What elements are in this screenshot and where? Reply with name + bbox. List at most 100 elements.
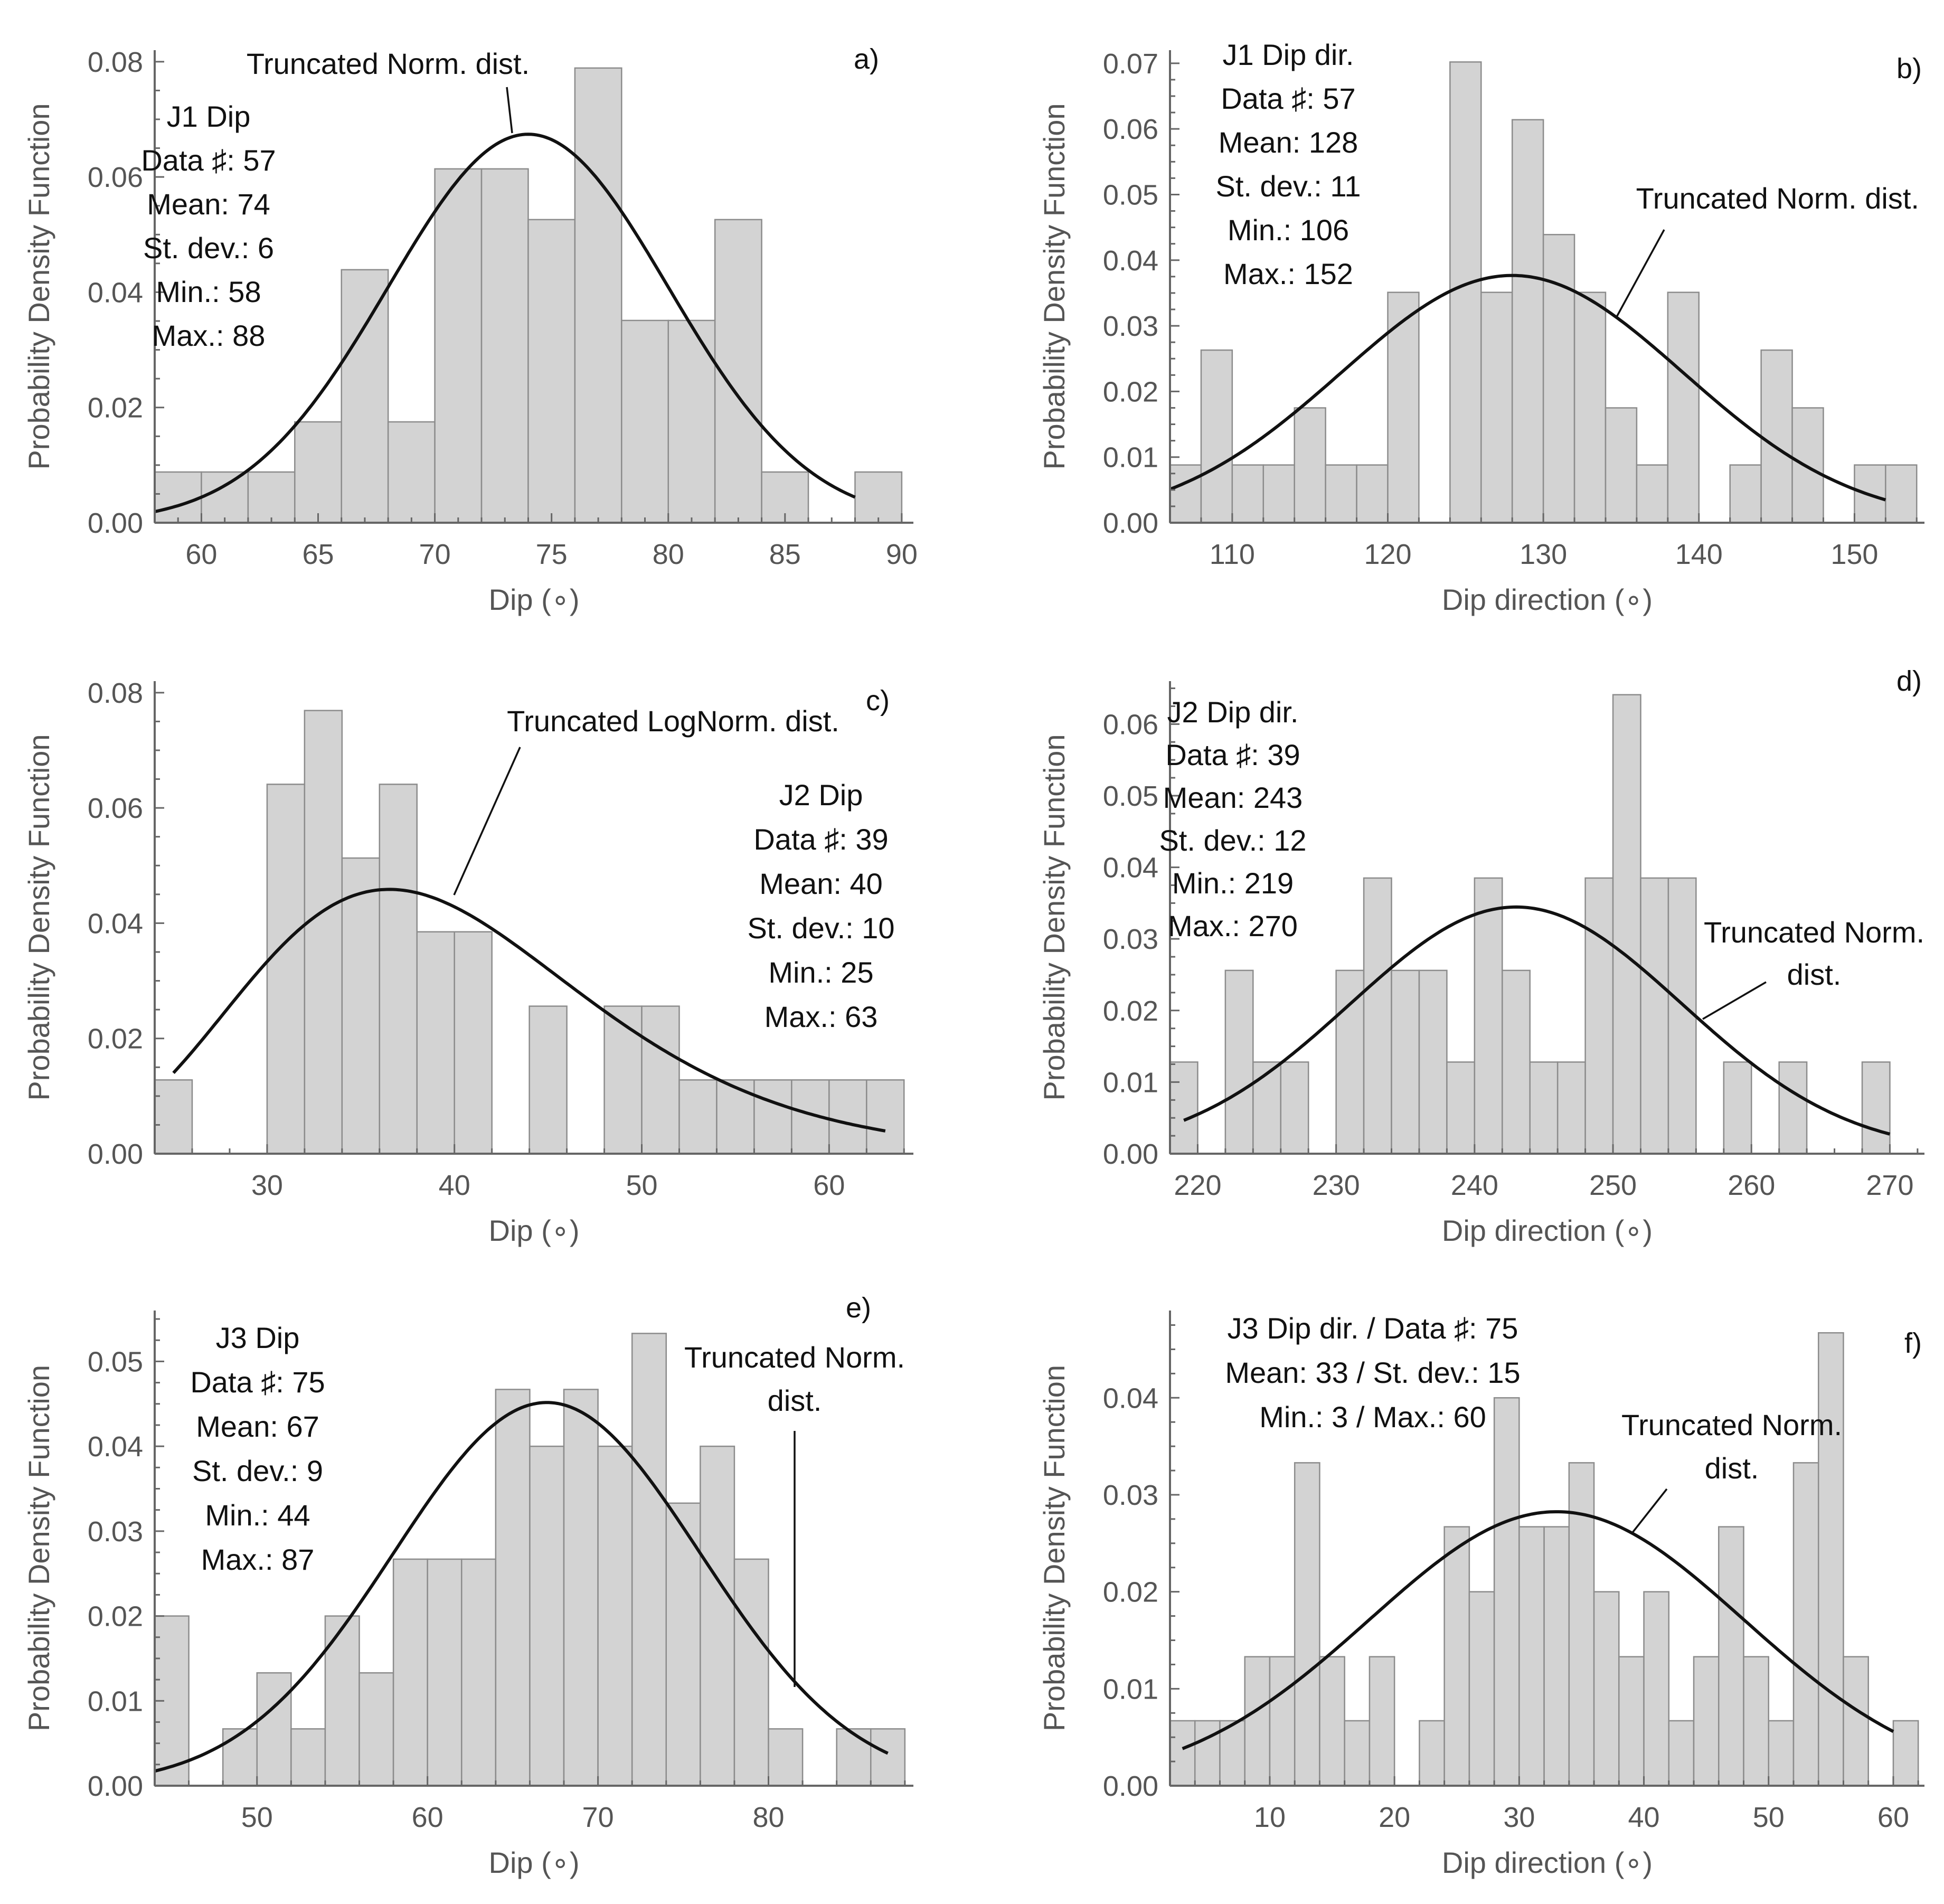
- y-tick-label: 0.01: [1103, 1673, 1158, 1705]
- y-tick-label: 0.03: [88, 1516, 143, 1548]
- x-tick-label: 90: [886, 539, 918, 570]
- stat-line: Mean: 74: [147, 187, 270, 221]
- y-tick-label: 0.04: [1103, 852, 1158, 884]
- y-tick-label: 0.03: [1103, 1479, 1158, 1511]
- y-tick-label: 0.01: [1103, 442, 1158, 474]
- histogram-bar: [1843, 1656, 1869, 1787]
- histogram-bar: [341, 269, 389, 524]
- x-tick-label: 130: [1520, 539, 1567, 570]
- chart-title: J2 Dip dir.: [1167, 695, 1299, 729]
- histogram-bar: [1262, 464, 1295, 524]
- histogram-bar: [1729, 464, 1762, 524]
- histogram-bar: [341, 857, 381, 1155]
- histogram-bar: [154, 1079, 193, 1155]
- y-tick-label: 0.02: [1103, 995, 1158, 1027]
- histogram-bar: [1529, 1061, 1559, 1155]
- histogram-bar: [1319, 1656, 1345, 1787]
- y-tick-label: 0.02: [1103, 1577, 1158, 1608]
- histogram-bar: [480, 168, 529, 524]
- x-tick-label: 80: [752, 1802, 784, 1833]
- stat-line: Max.: 152: [1223, 257, 1353, 290]
- histogram-bar: [631, 1333, 667, 1787]
- y-tick-label: 0.00: [88, 1770, 143, 1802]
- y-tick-label: 0.01: [88, 1685, 143, 1717]
- panel-label: c): [866, 685, 890, 717]
- histogram-bar: [454, 931, 493, 1155]
- y-tick-label: 0.03: [1103, 923, 1158, 955]
- x-tick-label: 70: [582, 1802, 614, 1833]
- x-tick-label: 85: [769, 539, 801, 570]
- stat-line: Max.: 87: [201, 1543, 315, 1576]
- panel-f: 10 20 30 40 50 60 0.00 0.01 0.02 0.03 0.04 Dip dire…: [1037, 1311, 1924, 1879]
- histogram-bar: [1468, 1591, 1495, 1787]
- histogram-bar: [1369, 1656, 1395, 1787]
- fit-curve: [154, 1401, 889, 1773]
- x-tick-label: 10: [1254, 1802, 1286, 1833]
- y-tick-label: 0.02: [1103, 376, 1158, 408]
- x-axis-title: Dip (∘): [489, 1214, 580, 1247]
- y-tick-label: 0.06: [88, 162, 143, 193]
- histogram-bar: [1344, 1720, 1371, 1787]
- y-tick-label: 0.05: [1103, 780, 1158, 812]
- histogram-bar: [1667, 291, 1700, 524]
- histogram-bar: [1778, 1061, 1808, 1155]
- x-axis-title: Dip (∘): [489, 1846, 580, 1879]
- histogram-bar: [527, 219, 576, 524]
- y-tick-label: 0.04: [88, 277, 143, 308]
- x-tick-label: 110: [1210, 539, 1255, 570]
- fit-annotation: Truncated Norm.: [684, 1341, 905, 1374]
- stat-line: Mean: 67: [196, 1410, 319, 1443]
- histogram-bar: [641, 1005, 680, 1155]
- y-tick-label: 0.00: [88, 507, 143, 539]
- stat-line: St. dev.: 11: [1216, 169, 1361, 203]
- histogram-bar: [1768, 1720, 1795, 1787]
- panel-d: 220 230 240 250 260 270 0.00 0.01 0.02 0.03 0.04 0.…: [1037, 665, 1924, 1247]
- histogram-bar: [1474, 877, 1503, 1155]
- x-tick-label: 240: [1451, 1170, 1498, 1201]
- panel-a: 60 65 70 75 80 85 90 0.00 0.02 0.04 0.06 0.08 Dip (∘…: [22, 43, 918, 616]
- x-tick-label: 220: [1174, 1170, 1221, 1201]
- y-tick-label: 0.06: [1103, 114, 1158, 145]
- histogram-bar: [392, 1558, 428, 1787]
- y-axis-title: Probability Density Function: [22, 103, 55, 469]
- y-tick-label: 0.04: [88, 1431, 143, 1463]
- histogram-bar: [1169, 1720, 1196, 1787]
- fit-curve: [1169, 274, 1886, 502]
- stat-line: Data ♯: 57: [1221, 82, 1355, 115]
- y-tick-label: 0.00: [1103, 507, 1158, 539]
- stat-line: Data ♯: 57: [141, 144, 276, 177]
- histogram-bar: [1418, 969, 1448, 1155]
- x-tick-label: 50: [241, 1802, 273, 1833]
- histogram-bar: [1668, 1720, 1695, 1787]
- histogram-bar: [1643, 1591, 1670, 1787]
- x-tick-label: 270: [1866, 1170, 1913, 1201]
- y-tick-label: 0.00: [1103, 1770, 1158, 1802]
- fit-annotation: Truncated Norm.: [1704, 916, 1924, 949]
- x-tick-label: 70: [419, 539, 451, 570]
- histogram-bar: [1817, 1332, 1844, 1787]
- x-tick-label: 40: [1628, 1802, 1660, 1833]
- histogram-bar: [1511, 119, 1544, 524]
- histogram-bar: [324, 1615, 360, 1787]
- histogram-bar: [1231, 464, 1264, 524]
- histogram-bar: [1219, 1720, 1245, 1787]
- histogram-bar: [768, 1728, 804, 1787]
- y-axis-title: Probability Density Function: [1037, 103, 1071, 469]
- histogram-bar: [574, 67, 622, 524]
- fit-curve: [172, 888, 886, 1133]
- x-tick-label: 260: [1728, 1170, 1775, 1201]
- histogram-bar: [597, 1445, 633, 1787]
- histogram-bar: [1200, 349, 1233, 524]
- y-tick-label: 0.08: [88, 46, 143, 78]
- histogram-bar: [1269, 1656, 1296, 1787]
- y-tick-label: 0.05: [1103, 179, 1158, 211]
- histogram-bar: [266, 784, 306, 1155]
- x-tick-label: 80: [653, 539, 684, 570]
- histogram-bar: [1294, 407, 1326, 524]
- histogram-bar: [434, 168, 483, 524]
- histogram-bar: [1363, 877, 1392, 1155]
- histogram-bar: [529, 1005, 568, 1155]
- histogram-bar: [1760, 349, 1793, 524]
- histogram-bar: [256, 1672, 292, 1787]
- x-tick-label: 140: [1675, 539, 1723, 570]
